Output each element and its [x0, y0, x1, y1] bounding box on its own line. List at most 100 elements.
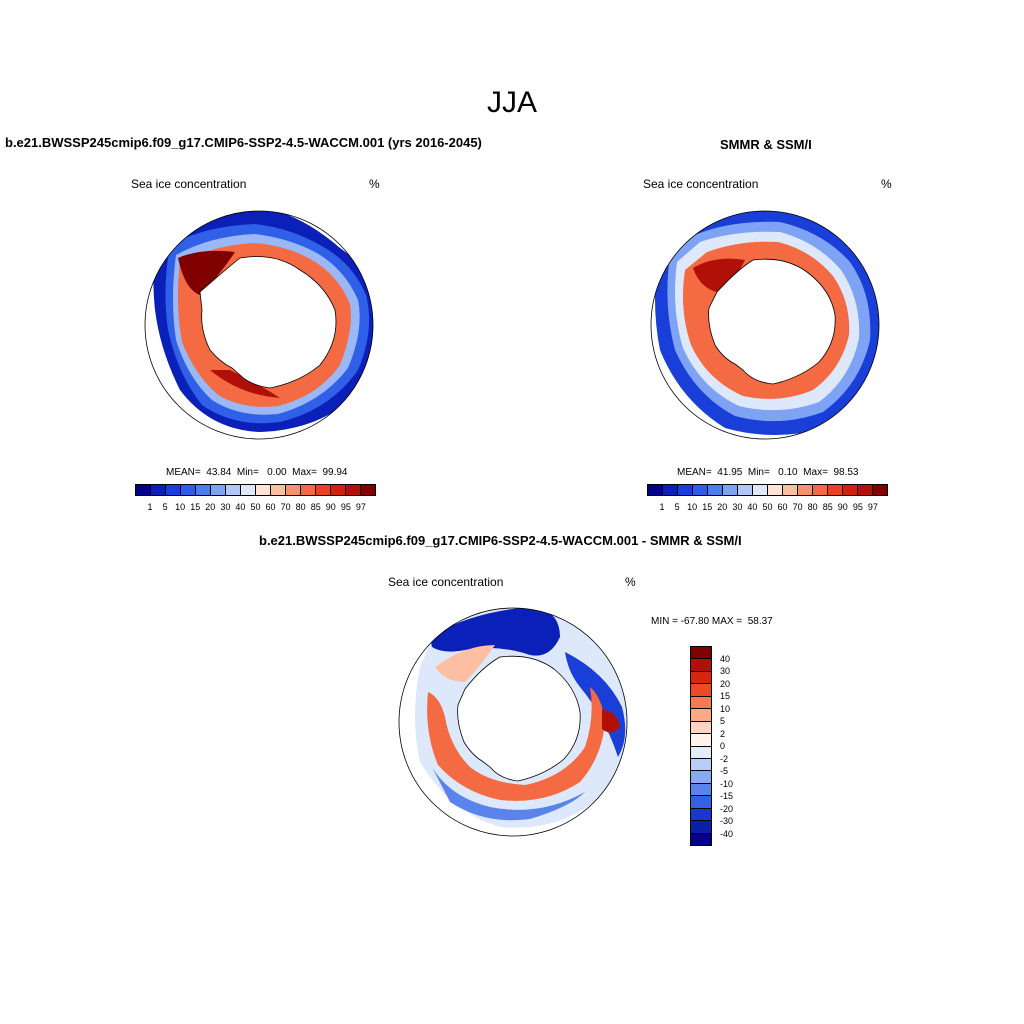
obs-colorbar-swatch — [768, 485, 783, 495]
obs-colorbar-tick-label: 15 — [702, 502, 713, 512]
diff-colorbar-swatch — [691, 783, 711, 797]
diff-colorbar — [690, 646, 712, 846]
diff-variable-label: Sea ice concentration — [388, 575, 504, 589]
obs-colorbar-labels: 1 5 10 15 20 30 40 50 60 70 80 85 90 95 97 — [647, 502, 888, 514]
model-colorbar-labels: 1 5 10 15 20 30 40 50 60 70 80 85 90 95 97 — [135, 502, 376, 514]
diff-colorbar-tick-label: -30 — [720, 816, 734, 826]
model-colorbar-tick-label: 10 — [175, 502, 186, 512]
diff-colorbar-swatch — [691, 746, 711, 759]
diff-units-label: % — [625, 575, 636, 589]
obs-colorbar-tick-label: 1 — [659, 502, 665, 512]
diff-colorbar-tick-label: -40 — [720, 828, 734, 839]
model-colorbar-tick-label: 40 — [235, 502, 246, 512]
obs-colorbar — [647, 484, 888, 496]
model-colorbar-swatch — [151, 485, 166, 495]
model-colorbar-tick-label: 60 — [265, 502, 276, 512]
diff-colorbar-tick-label: 40 — [720, 653, 731, 664]
obs-colorbar-tick-label: 5 — [674, 502, 680, 512]
diff-colorbar-tick-label: 20 — [720, 678, 731, 689]
model-colorbar — [135, 484, 376, 496]
model-stats: MEAN= 43.84 Min= 0.00 Max= 99.94 — [166, 467, 348, 478]
obs-colorbar-swatch — [723, 485, 738, 495]
obs-colorbar-tick-label: 70 — [792, 502, 803, 512]
model-colorbar-swatch — [331, 485, 346, 495]
diff-colorbar-swatch — [691, 821, 711, 834]
diff-colorbar-tick-label: 10 — [720, 703, 731, 714]
obs-units-label: % — [881, 177, 892, 191]
diff-colorbar-swatch — [691, 647, 711, 660]
diff-colorbar-tick-label: -15 — [720, 791, 734, 801]
obs-colorbar-tick-label: 20 — [717, 502, 728, 512]
model-colorbar-swatch — [136, 485, 151, 495]
diff-colorbar-swatch — [691, 684, 711, 697]
model-colorbar-swatch — [226, 485, 241, 495]
obs-colorbar-tick-label: 80 — [807, 502, 818, 512]
diff-colorbar-tick-label: 2 — [720, 728, 726, 739]
model-polar-map — [144, 210, 374, 440]
diff-colorbar-tick-label: -2 — [720, 753, 729, 764]
model-units-label: % — [369, 177, 380, 191]
obs-polar-map — [650, 210, 880, 440]
obs-colorbar-tick-label: 40 — [747, 502, 758, 512]
obs-colorbar-swatch — [693, 485, 708, 495]
diff-colorbar-swatch — [691, 721, 711, 735]
obs-colorbar-swatch — [858, 485, 873, 495]
diff-polar-map — [398, 607, 628, 837]
diff-colorbar-swatch — [691, 796, 711, 809]
model-colorbar-tick-label: 85 — [310, 502, 321, 512]
obs-colorbar-tick-label: 97 — [867, 502, 878, 512]
model-colorbar-swatch — [166, 485, 181, 495]
model-panel-title: b.e21.BWSSP245cmip6.f09_g17.CMIP6-SSP2-4… — [5, 135, 482, 150]
model-colorbar-tick-label: 80 — [295, 502, 306, 512]
model-colorbar-tick-label: 97 — [355, 502, 366, 512]
obs-colorbar-swatch — [708, 485, 723, 495]
obs-colorbar-swatch — [873, 485, 887, 495]
diff-colorbar-labels: 40 30 20 15 10 5 2 0 -2 -5 -10 -15 -20 -30 -40 — [720, 646, 760, 846]
model-colorbar-tick-label: 20 — [205, 502, 216, 512]
obs-colorbar-tick-label: 85 — [822, 502, 833, 512]
diff-colorbar-tick-label: -5 — [720, 766, 729, 776]
model-colorbar-tick-label: 95 — [340, 502, 351, 512]
diff-colorbar-tick-label: 15 — [720, 691, 731, 701]
obs-stats: MEAN= 41.95 Min= 0.10 Max= 98.53 — [677, 467, 859, 478]
obs-colorbar-swatch — [753, 485, 768, 495]
diff-colorbar-swatch — [691, 709, 711, 722]
obs-variable-label: Sea ice concentration — [643, 177, 759, 191]
diff-colorbar-tick-label: -10 — [720, 778, 734, 789]
model-colorbar-swatch — [346, 485, 361, 495]
model-colorbar-tick-label: 90 — [325, 502, 336, 512]
diff-colorbar-tick-label: 30 — [720, 666, 731, 676]
diff-colorbar-swatch — [691, 671, 711, 685]
obs-colorbar-tick-label: 50 — [762, 502, 773, 512]
model-colorbar-swatch — [271, 485, 286, 495]
model-colorbar-swatch — [361, 485, 375, 495]
diff-stats: MIN = -67.80 MAX = 58.37 — [651, 616, 773, 627]
obs-colorbar-tick-label: 10 — [687, 502, 698, 512]
diff-colorbar-swatch — [691, 734, 711, 747]
obs-colorbar-swatch — [813, 485, 828, 495]
obs-colorbar-tick-label: 60 — [777, 502, 788, 512]
obs-colorbar-swatch — [648, 485, 663, 495]
diff-colorbar-tick-label: 0 — [720, 741, 726, 751]
model-colorbar-swatch — [301, 485, 316, 495]
diff-colorbar-swatch — [691, 833, 711, 845]
obs-colorbar-tick-label: 95 — [852, 502, 863, 512]
obs-colorbar-swatch — [828, 485, 843, 495]
obs-panel-title: SMMR & SSM/I — [720, 137, 812, 152]
obs-colorbar-swatch — [663, 485, 678, 495]
diff-panel-title: b.e21.BWSSP245cmip6.f09_g17.CMIP6-SSP2-4… — [259, 533, 742, 548]
diff-colorbar-swatch — [691, 808, 711, 822]
diff-colorbar-tick-label: -20 — [720, 803, 734, 814]
model-colorbar-tick-label: 5 — [162, 502, 168, 512]
model-colorbar-tick-label: 50 — [250, 502, 261, 512]
model-colorbar-tick-label: 70 — [280, 502, 291, 512]
diff-colorbar-tick-label: 5 — [720, 716, 726, 726]
obs-colorbar-swatch — [738, 485, 753, 495]
obs-colorbar-swatch — [798, 485, 813, 495]
model-colorbar-swatch — [256, 485, 271, 495]
model-colorbar-tick-label: 15 — [190, 502, 201, 512]
model-colorbar-swatch — [211, 485, 226, 495]
diff-colorbar-swatch — [691, 771, 711, 784]
figure-title: JJA — [486, 86, 537, 119]
diff-colorbar-swatch — [691, 696, 711, 710]
